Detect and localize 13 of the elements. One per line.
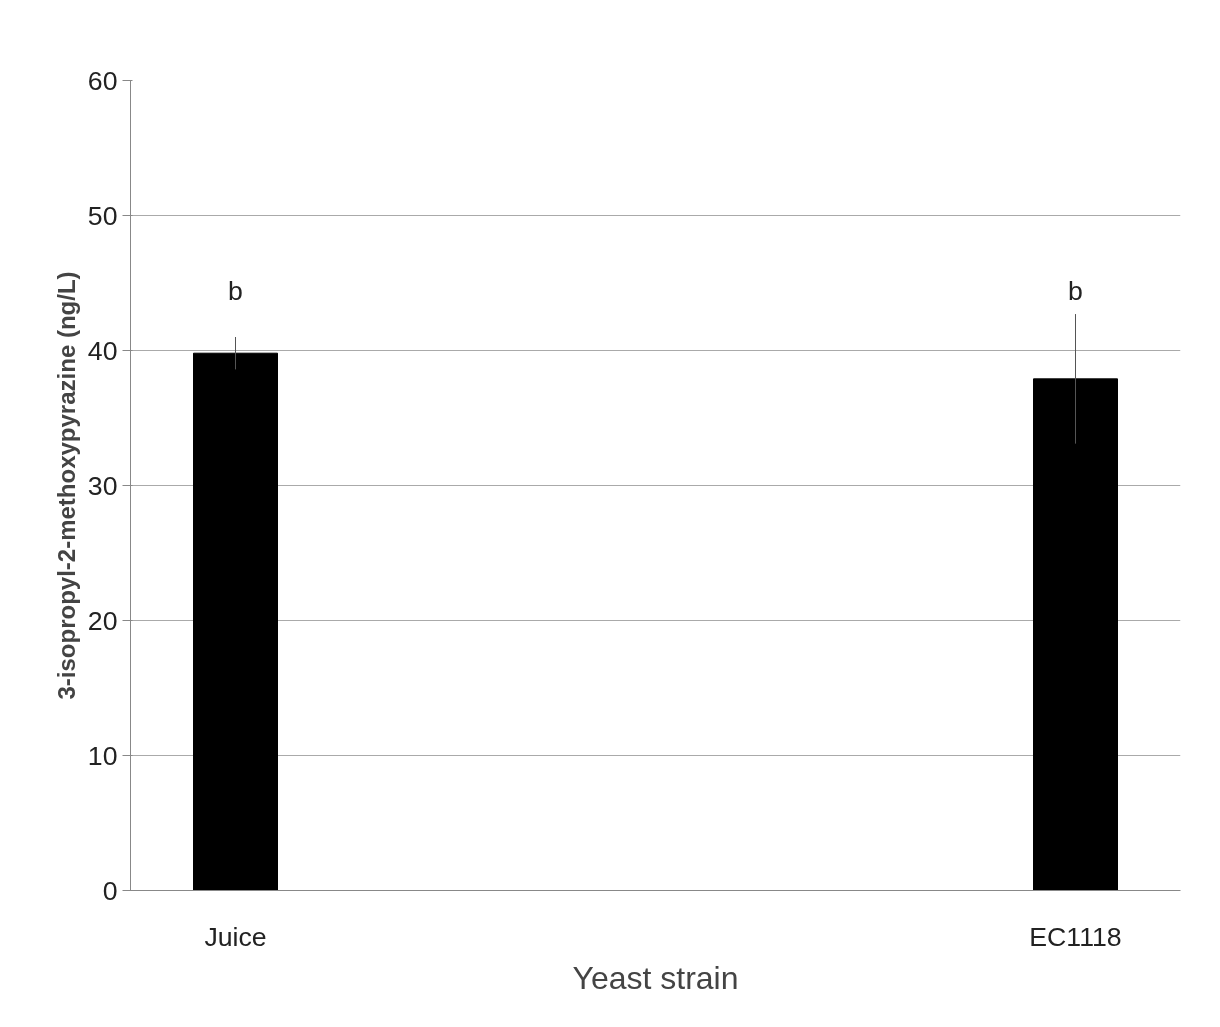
x-tick-label: EC1118 — [1029, 921, 1122, 952]
x-tick-label: Juice — [204, 921, 267, 952]
y-tick-label: 30 — [87, 470, 118, 501]
annotation: b — [228, 276, 243, 307]
y-tick-label: 10 — [87, 740, 118, 771]
y-tick-label: 0 — [102, 875, 118, 906]
x-axis-title: Yeast strain — [572, 959, 739, 996]
y-tick-label: 50 — [87, 200, 118, 231]
y-tick-label: 60 — [87, 65, 118, 96]
y-tick-label: 40 — [87, 335, 118, 366]
y-tick-label: 20 — [87, 605, 118, 636]
annotation: b — [1068, 276, 1083, 307]
y-axis-title: 3-isopropyl-2-methoxypyrazine (ng/L) — [52, 271, 80, 700]
